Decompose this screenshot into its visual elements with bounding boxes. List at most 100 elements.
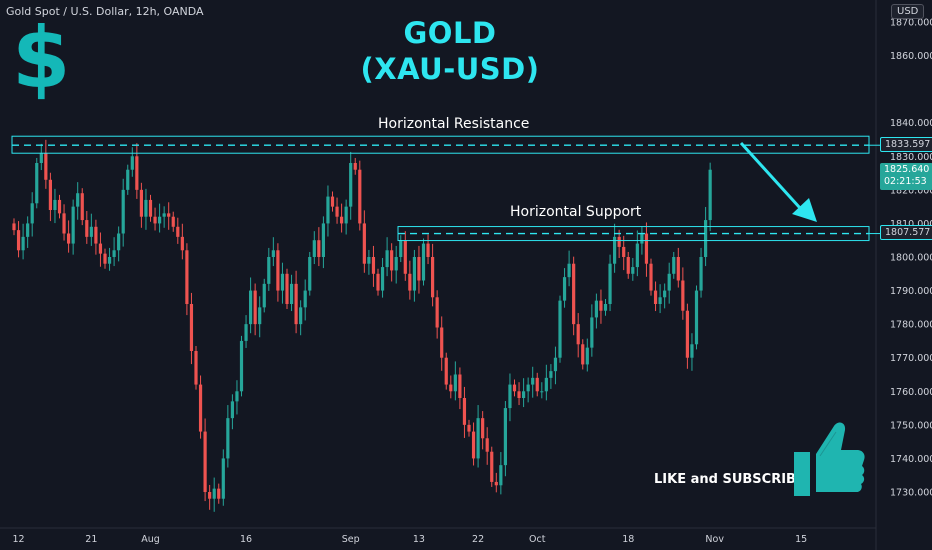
candle-body (217, 488, 221, 499)
currency-badge[interactable]: USD (891, 4, 925, 19)
candle-body (117, 233, 121, 251)
candle-body (408, 273, 412, 291)
price-axis-label: 1860.000 (890, 51, 932, 62)
candle-body (26, 223, 30, 237)
candle-body (512, 384, 517, 392)
candle-body (685, 310, 689, 358)
candle-body (485, 438, 489, 452)
candle-body (440, 327, 444, 358)
candle-body (89, 226, 93, 237)
candle-body (494, 481, 498, 486)
time-axis-label: 15 (795, 534, 807, 545)
candle-body (603, 304, 608, 311)
promo-text: LIKE and SUBSCRIBE (654, 472, 805, 487)
candle-body (62, 213, 66, 234)
symbol-title: Gold Spot / U.S. Dollar, 12h, OANDA (6, 5, 204, 18)
price-axis-label: 1740.000 (890, 454, 932, 465)
candle-body (508, 384, 512, 409)
candle-body (198, 384, 203, 432)
bar-countdown: 02:21:53 (884, 176, 927, 187)
price-axis-label: 1810.000 (890, 219, 932, 230)
candle-body (139, 189, 143, 217)
dollar-sign-icon: $ (12, 9, 71, 107)
candle-body (649, 263, 653, 291)
support-label: Horizontal Support (510, 204, 642, 220)
candle-body (103, 253, 107, 264)
candle-body (340, 216, 344, 224)
arrow-head (792, 198, 817, 222)
candle-body (280, 273, 285, 291)
candle-body (544, 377, 548, 392)
candle-body (476, 418, 480, 459)
candle-body (376, 273, 380, 291)
candle-body (244, 324, 248, 341)
last-price-tag: 1825.640 02:21:53 (880, 163, 932, 190)
candle-body (431, 257, 435, 298)
candle-body (30, 203, 34, 224)
candle-body (39, 152, 43, 163)
candle-body (249, 290, 253, 325)
candle-body (262, 283, 266, 308)
time-axis-label: 21 (85, 534, 97, 545)
candle-body (499, 465, 503, 486)
candle-body (285, 273, 289, 304)
price-axis-label: 1820.000 (890, 185, 932, 196)
candle-body (57, 199, 62, 214)
candle-body (235, 391, 239, 402)
candle-body (253, 290, 257, 325)
candle-body (385, 250, 389, 268)
candle-body (162, 213, 166, 217)
candle-body (258, 307, 262, 325)
candle-body (107, 257, 112, 264)
candle-body (412, 257, 416, 291)
candle-body (590, 317, 594, 348)
candle-body (335, 206, 339, 217)
candle-body (608, 263, 612, 304)
time-axis-label: 12 (13, 534, 25, 545)
time-axis-label: 13 (413, 534, 425, 545)
candle-body (626, 257, 630, 274)
candle-body (531, 377, 535, 385)
candle-body (194, 351, 198, 385)
candle-body (67, 233, 71, 244)
candle-body (471, 431, 476, 459)
candle-body (144, 199, 148, 217)
candle-body (326, 196, 330, 224)
last-price-value: 1825.640 (884, 164, 930, 175)
candle-body (631, 267, 635, 274)
candle-body (426, 243, 430, 257)
candle-body (271, 250, 275, 257)
candle-body (535, 377, 539, 392)
candle-body (399, 240, 403, 257)
candle-body (622, 246, 626, 257)
candle-body (553, 357, 558, 372)
candle-body (21, 236, 25, 251)
candle-body (130, 156, 134, 170)
candle-body (458, 374, 462, 398)
time-axis-label: Sep (342, 534, 360, 545)
price-axis-label: 1780.000 (890, 320, 932, 331)
candle-body (549, 371, 553, 378)
candle-body (390, 250, 394, 271)
candle-body (572, 263, 576, 325)
candle-body (358, 169, 362, 224)
price-axis-label: 1750.000 (890, 420, 932, 431)
time-axis-label: Nov (705, 534, 724, 545)
candle-body (221, 458, 225, 499)
candle-body (644, 233, 649, 264)
price-axis-label: 1870.000 (890, 18, 932, 29)
candle-body (449, 384, 453, 392)
candle-body (462, 398, 467, 425)
resistance-label: Horizontal Resistance (378, 116, 530, 132)
candle-body (435, 297, 439, 328)
candle-body (672, 257, 676, 274)
candle-body (599, 300, 603, 311)
candle-body (294, 283, 298, 325)
price-axis-label: 1770.000 (890, 353, 932, 364)
arrow-shaft (739, 141, 802, 210)
candle-body (121, 189, 125, 234)
candle-body (704, 220, 708, 257)
candle-body (276, 250, 280, 291)
